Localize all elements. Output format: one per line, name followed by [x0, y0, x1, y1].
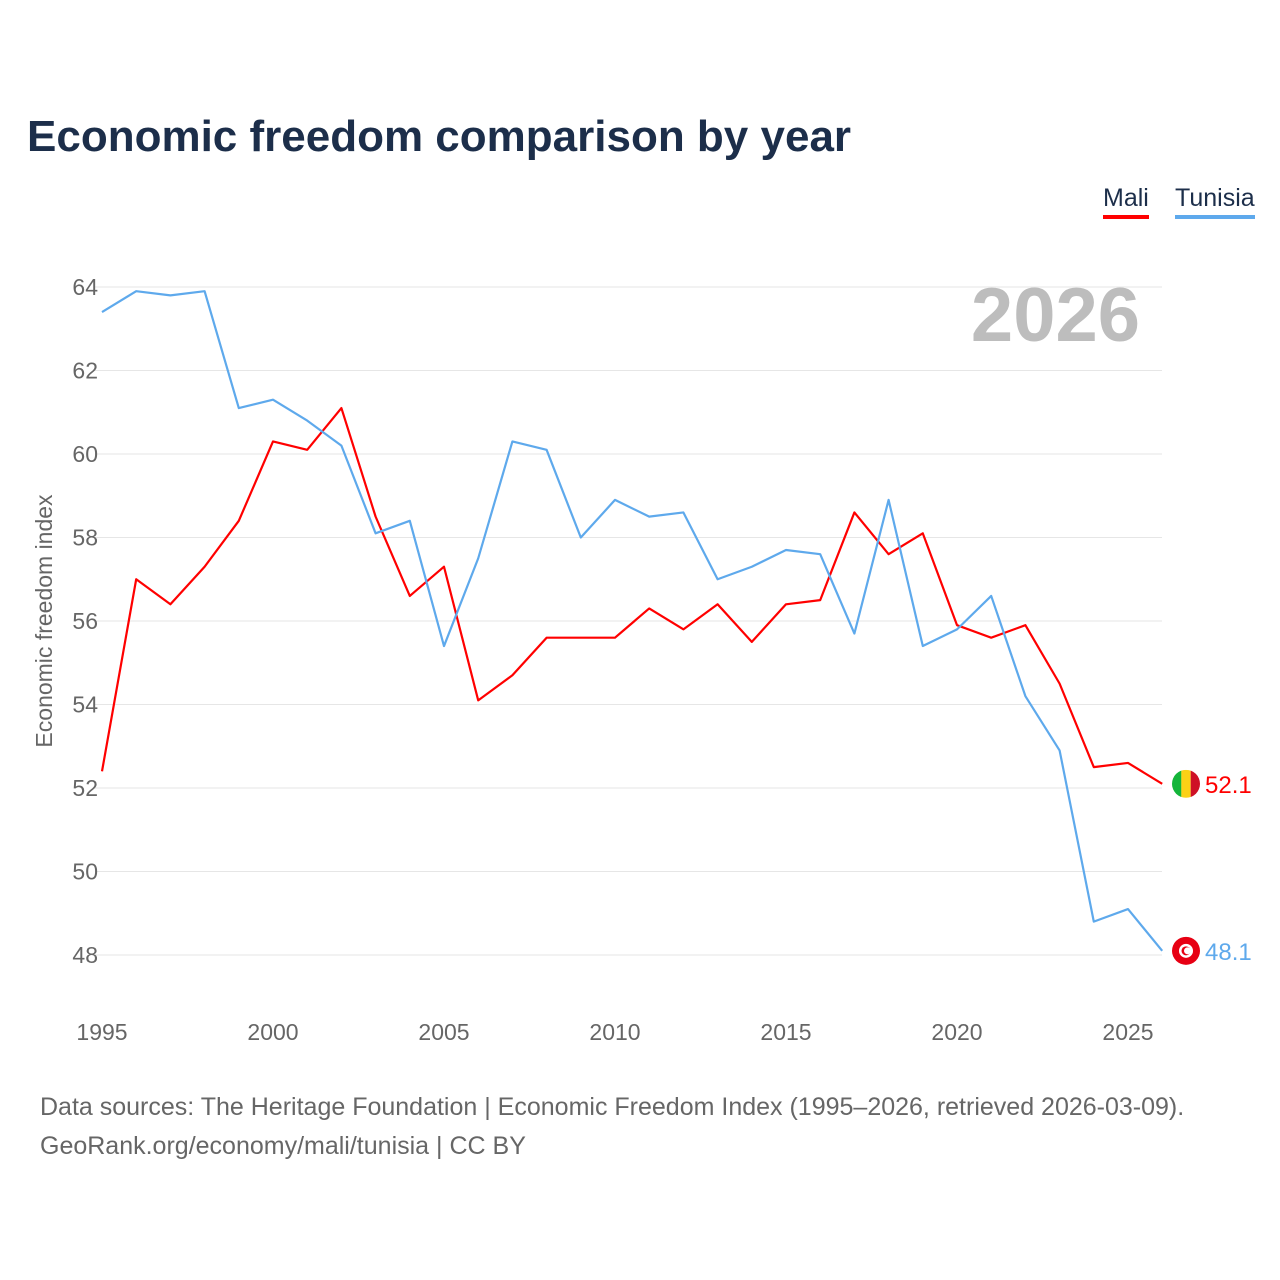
y-tick-label: 48 [72, 942, 98, 968]
legend-mali[interactable]: Mali [1103, 184, 1149, 219]
y-tick-label: 62 [72, 358, 98, 384]
x-tick-label: 2025 [1102, 1019, 1153, 1045]
legend-tunisia[interactable]: Tunisia [1175, 184, 1255, 219]
source-line-1: Data sources: The Heritage Foundation | … [40, 1093, 1185, 1121]
series-line-tunisia [101, 290, 1164, 952]
year-watermark: 2026 [971, 273, 1140, 358]
y-tick-label: 60 [72, 441, 98, 467]
end-value-label: 52.1 [1205, 772, 1252, 799]
x-tick-label: 1995 [76, 1019, 127, 1045]
x-tick-label: 2015 [760, 1019, 811, 1045]
y-tick-label: 56 [72, 608, 98, 634]
end-value-label: 48.1 [1205, 939, 1252, 966]
source-line-2: GeoRank.org/economy/mali/tunisia | CC BY [40, 1132, 526, 1160]
tunisia-flag-crescent-cut [1184, 947, 1191, 955]
x-tick-label: 2010 [589, 1019, 640, 1045]
y-tick-label: 50 [72, 859, 98, 885]
y-tick-label: 54 [72, 692, 98, 718]
mali-flag-icon [1172, 769, 1200, 798]
y-axis-label: Economic freedom index [31, 494, 57, 748]
y-tick-label: 64 [72, 274, 98, 300]
chart-title: Economic freedom comparison by year [27, 112, 852, 161]
x-tick-label: 2020 [931, 1019, 982, 1045]
series-line-mali [100, 406, 1163, 785]
x-tick-label: 2000 [247, 1019, 298, 1045]
x-tick-label: 2005 [418, 1019, 469, 1045]
y-tick-label: 52 [72, 775, 98, 801]
source-note: Data sources: The Heritage Foundation | … [40, 1088, 1184, 1166]
y-tick-label: 58 [72, 525, 98, 551]
